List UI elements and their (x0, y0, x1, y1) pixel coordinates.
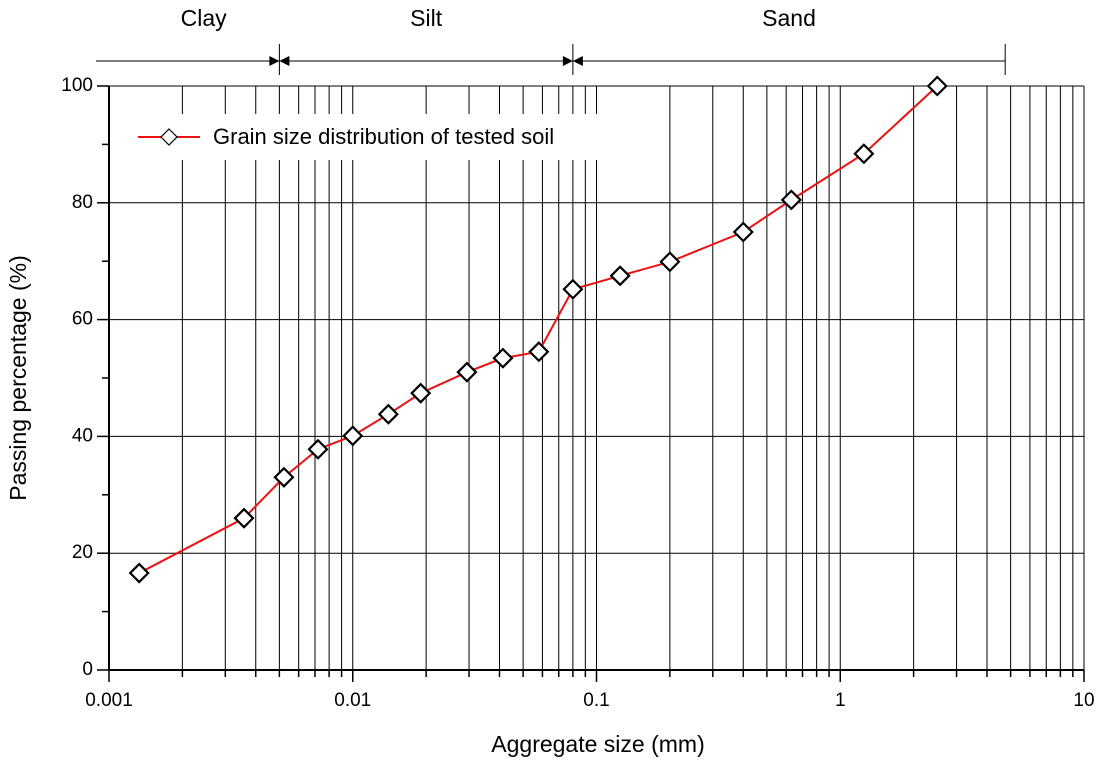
zone-arrow (269, 56, 280, 66)
data-point (128, 562, 150, 584)
data-point (492, 347, 514, 369)
x-tick-label: 0.01 (334, 690, 371, 711)
data-point (659, 251, 681, 273)
data-point (342, 425, 364, 447)
legend-background (120, 114, 640, 160)
legend-marker (160, 128, 178, 146)
zone-label: Clay (181, 5, 228, 31)
data-point (853, 143, 875, 165)
data-point (609, 265, 631, 287)
data-point (562, 278, 584, 300)
x-tick-label: 10 (1073, 690, 1094, 711)
y-tick-label: 40 (72, 425, 93, 446)
x-axis-label: Aggregate size (mm) (491, 731, 704, 757)
x-tick-label: 0.1 (583, 690, 609, 711)
data-point (926, 75, 948, 97)
legend-label: Grain size distribution of tested soil (213, 124, 554, 149)
y-tick-label: 60 (72, 309, 93, 330)
data-point (377, 403, 399, 425)
zone-arrow (279, 56, 290, 66)
data-point (456, 361, 478, 383)
data-point (273, 466, 295, 488)
data-point (528, 341, 550, 363)
y-tick-label: 100 (61, 75, 93, 96)
y-tick-label: 0 (82, 659, 93, 680)
x-tick-label: 0.001 (85, 690, 133, 711)
zone-label: Silt (410, 5, 443, 31)
y-tick-label: 80 (72, 192, 93, 213)
data-point (233, 507, 255, 529)
data-point (732, 221, 754, 243)
y-tick-label: 20 (72, 542, 93, 563)
data-point (780, 189, 802, 211)
zone-arrow (572, 56, 583, 66)
zone-arrow (562, 56, 573, 66)
data-point (307, 438, 329, 460)
data-point (410, 382, 432, 404)
x-tick-label: 1 (835, 690, 846, 711)
zone-label: Sand (762, 5, 816, 31)
y-axis-label: Passing percentage (%) (5, 255, 31, 500)
